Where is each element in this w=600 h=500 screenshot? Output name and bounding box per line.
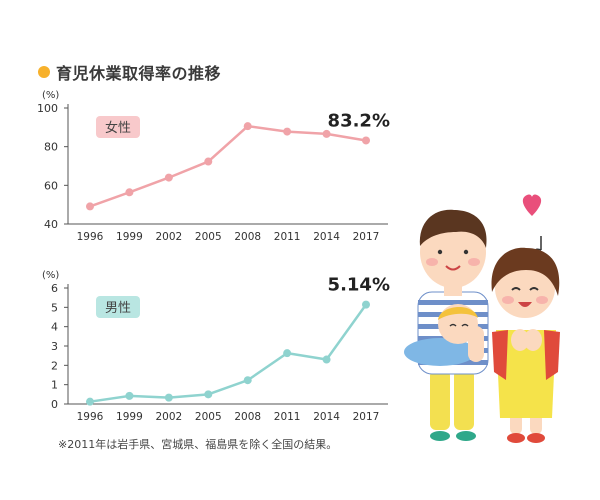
heart-icon [522, 194, 542, 216]
data-point [243, 122, 252, 131]
footnote: ※2011年は岩手県、宮城県、福島県を除く全国の結果。 [58, 438, 338, 451]
data-point [164, 393, 173, 402]
data-point [322, 355, 331, 364]
family-illustration [404, 194, 560, 443]
y-tick-label: 60 [44, 179, 58, 192]
x-tick-label: 1996 [77, 411, 104, 423]
series-label-bg [96, 116, 140, 138]
mother-figure [491, 247, 560, 443]
x-tick-label: 2017 [353, 411, 380, 423]
y-tick-label: 6 [51, 282, 58, 295]
highlight-value-label: 83.2% [328, 110, 390, 131]
chart-title: 育児休業取得率の推移 [38, 60, 221, 84]
series-label-text: 男性 [105, 301, 131, 316]
data-point [204, 157, 213, 166]
data-point [125, 391, 134, 400]
x-tick-label: 2008 [234, 411, 261, 423]
y-tick-label: 2 [51, 359, 58, 372]
title-bullet-icon [38, 66, 50, 78]
father-figure [404, 209, 489, 441]
x-tick-label: 2002 [155, 231, 182, 243]
y-tick-label: 3 [51, 340, 58, 353]
x-tick-label: 2017 [353, 231, 380, 243]
y-tick-label: 0 [51, 398, 58, 411]
data-point [283, 349, 292, 358]
y-tick-label: 100 [37, 102, 58, 115]
x-tick-label: 2014 [313, 231, 340, 243]
x-tick-label: 2011 [274, 411, 301, 423]
y-tick-label: 1 [51, 379, 58, 392]
y-tick-label: 5 [51, 301, 58, 314]
y-tick-label: 80 [44, 141, 58, 154]
x-tick-label: 2014 [313, 411, 340, 423]
series-label-bg [96, 296, 140, 318]
male-chart: (%) 0 1 2 3 4 5 6 1996 1999 2002 2005 2008 2011 2014 20… [42, 270, 390, 423]
data-point [362, 300, 370, 309]
female-chart: (%) 40 60 80 100 1996 1999 2002 2005 2008 2011 2014… [37, 90, 390, 243]
series-label-chip: 男性 [96, 296, 140, 318]
data-point [86, 397, 94, 406]
x-tick-label: 1999 [116, 231, 143, 243]
data-point [86, 202, 94, 211]
x-tick-label: 2005 [195, 231, 222, 243]
chart-title-text: 育児休業取得率の推移 [56, 64, 222, 83]
data-point [283, 127, 292, 136]
data-point [243, 376, 252, 385]
x-tick-label: 2011 [274, 231, 301, 243]
y-unit-label: (%) [42, 90, 59, 101]
x-tick-label: 2002 [155, 411, 182, 423]
data-point [362, 136, 370, 145]
y-tick-label: 4 [51, 321, 58, 334]
series-label-text: 女性 [105, 120, 131, 136]
data-point [322, 129, 331, 138]
series-label-chip: 女性 [96, 116, 140, 138]
data-point [125, 188, 134, 197]
x-tick-label: 1996 [77, 231, 104, 243]
x-tick-label: 2005 [195, 411, 222, 423]
data-point [204, 390, 213, 399]
series-line [89, 124, 367, 208]
highlight-value-label: 5.14% [328, 275, 390, 296]
series-line [89, 303, 368, 403]
x-tick-label: 2008 [234, 231, 261, 243]
x-tick-label: 1999 [116, 411, 143, 423]
data-point [164, 173, 173, 182]
y-tick-label: 40 [44, 218, 58, 231]
y-unit-label: (%) [42, 270, 59, 281]
